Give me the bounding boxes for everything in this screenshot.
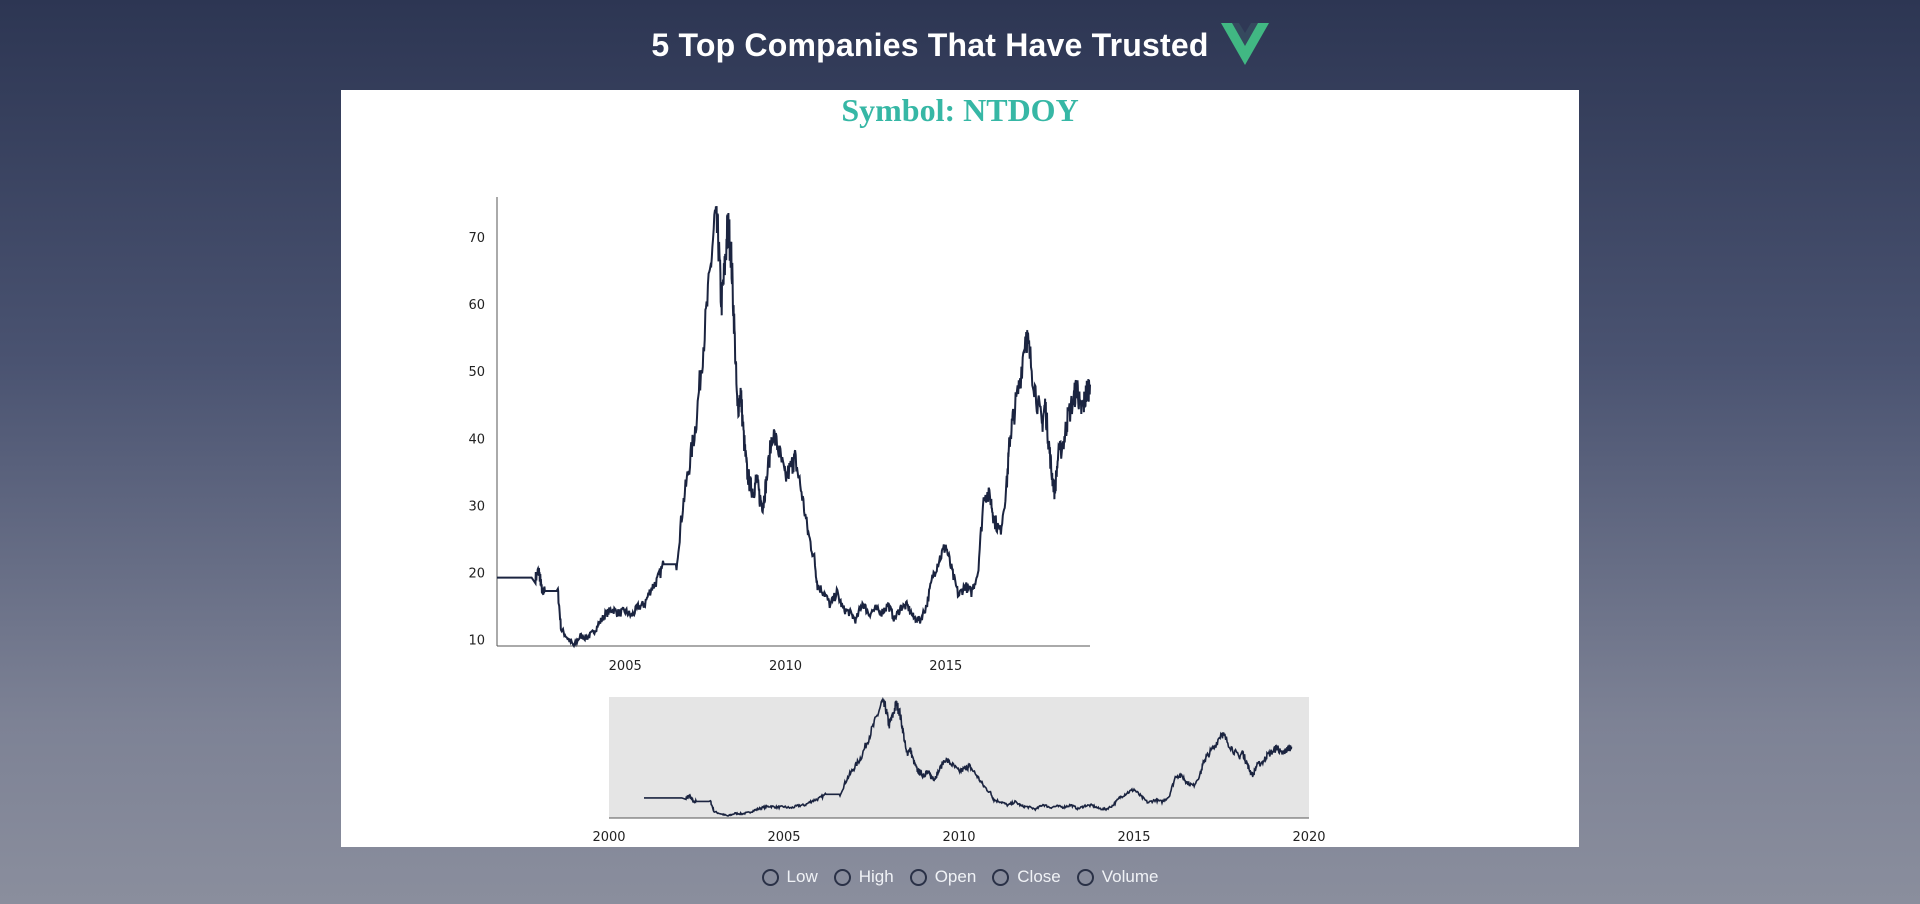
navigator-background <box>609 697 1309 818</box>
y-tick-label: 60 <box>468 298 485 313</box>
radio-label: Close <box>1017 867 1061 886</box>
radio-high[interactable]: High <box>833 867 894 887</box>
x-tick-label: 2010 <box>769 659 802 674</box>
price-line <box>497 206 1091 649</box>
y-tick-label: 20 <box>468 566 485 581</box>
navigator-tick-label: 2010 <box>942 830 975 845</box>
radio-label: Low <box>786 867 818 886</box>
chart-panel: 10 20 30 40 50 60 70 2005 2010 2015 2000 2005 2010 20… <box>341 90 1579 847</box>
stock-chart[interactable]: 10 20 30 40 50 60 70 2005 2010 2015 2000 2005 2010 20… <box>341 90 1579 847</box>
radio-label: High <box>858 867 894 886</box>
radio-close[interactable]: Close <box>992 867 1061 887</box>
series-selector: Low High Open Close Volume <box>0 862 1920 892</box>
radio-circle-icon[interactable] <box>833 868 851 886</box>
radio-circle-icon[interactable] <box>761 868 779 886</box>
vue-logo-icon <box>1220 23 1269 65</box>
x-tick-label: 2015 <box>929 659 962 674</box>
page-header: 5 Top Companies That Have Trusted <box>0 0 1920 90</box>
y-tick-label: 10 <box>468 633 485 648</box>
radio-volume[interactable]: Volume <box>1076 867 1159 887</box>
radio-circle-icon[interactable] <box>992 868 1010 886</box>
radio-label: Open <box>934 867 977 886</box>
radio-circle-icon[interactable] <box>1076 868 1094 886</box>
radio-open[interactable]: Open <box>909 867 977 887</box>
y-tick-label: 50 <box>468 365 485 380</box>
y-tick-label: 30 <box>468 499 485 514</box>
radio-low[interactable]: Low <box>761 867 818 887</box>
navigator-line <box>644 696 1293 817</box>
navigator-tick-label: 2015 <box>1117 830 1150 845</box>
y-tick-label: 70 <box>468 231 485 246</box>
y-tick-label: 40 <box>468 432 485 447</box>
radio-circle-icon[interactable] <box>909 868 927 886</box>
x-tick-label: 2005 <box>609 659 642 674</box>
navigator-tick-label: 2005 <box>767 830 800 845</box>
navigator-tick-label: 2020 <box>1292 830 1325 845</box>
navigator-tick-label: 2000 <box>592 830 625 845</box>
symbol-title: Symbol: NTDOY <box>841 92 1079 128</box>
radio-label: Volume <box>1101 867 1159 886</box>
page-title: 5 Top Companies That Have Trusted <box>651 26 1209 63</box>
